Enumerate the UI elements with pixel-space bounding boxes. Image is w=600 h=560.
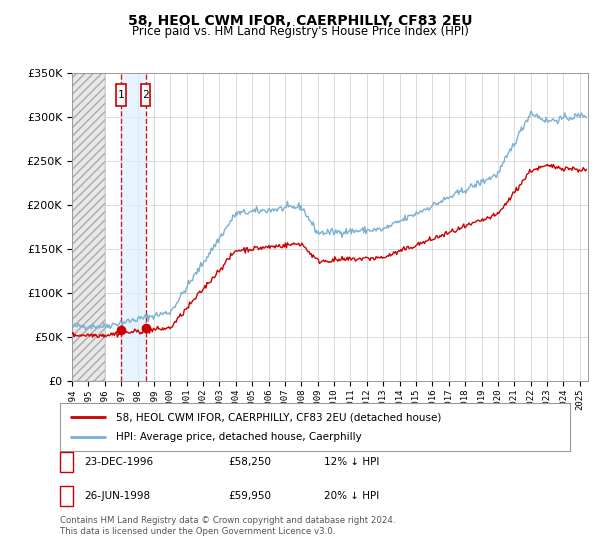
- Text: 2: 2: [142, 90, 149, 100]
- Text: 20% ↓ HPI: 20% ↓ HPI: [324, 491, 379, 501]
- Bar: [121, 73, 146, 381]
- Text: 2: 2: [64, 491, 70, 501]
- Text: 58, HEOL CWM IFOR, CAERPHILLY, CF83 2EU: 58, HEOL CWM IFOR, CAERPHILLY, CF83 2EU: [128, 14, 472, 28]
- Text: Contains HM Land Registry data © Crown copyright and database right 2024.: Contains HM Land Registry data © Crown c…: [60, 516, 395, 525]
- Text: 1: 1: [117, 90, 124, 100]
- Text: £59,950: £59,950: [228, 491, 271, 501]
- Text: HPI: Average price, detached house, Caerphilly: HPI: Average price, detached house, Caer…: [116, 432, 362, 442]
- Text: 12% ↓ HPI: 12% ↓ HPI: [324, 457, 379, 467]
- Text: 26-JUN-1998: 26-JUN-1998: [84, 491, 150, 501]
- FancyBboxPatch shape: [140, 84, 151, 106]
- FancyBboxPatch shape: [116, 84, 125, 106]
- Text: 58, HEOL CWM IFOR, CAERPHILLY, CF83 2EU (detached house): 58, HEOL CWM IFOR, CAERPHILLY, CF83 2EU …: [116, 413, 442, 422]
- Text: This data is licensed under the Open Government Licence v3.0.: This data is licensed under the Open Gov…: [60, 528, 335, 536]
- Bar: [72, 73, 105, 381]
- Text: £58,250: £58,250: [228, 457, 271, 467]
- Text: 1: 1: [64, 457, 70, 467]
- Text: 23-DEC-1996: 23-DEC-1996: [84, 457, 153, 467]
- Text: Price paid vs. HM Land Registry's House Price Index (HPI): Price paid vs. HM Land Registry's House …: [131, 25, 469, 38]
